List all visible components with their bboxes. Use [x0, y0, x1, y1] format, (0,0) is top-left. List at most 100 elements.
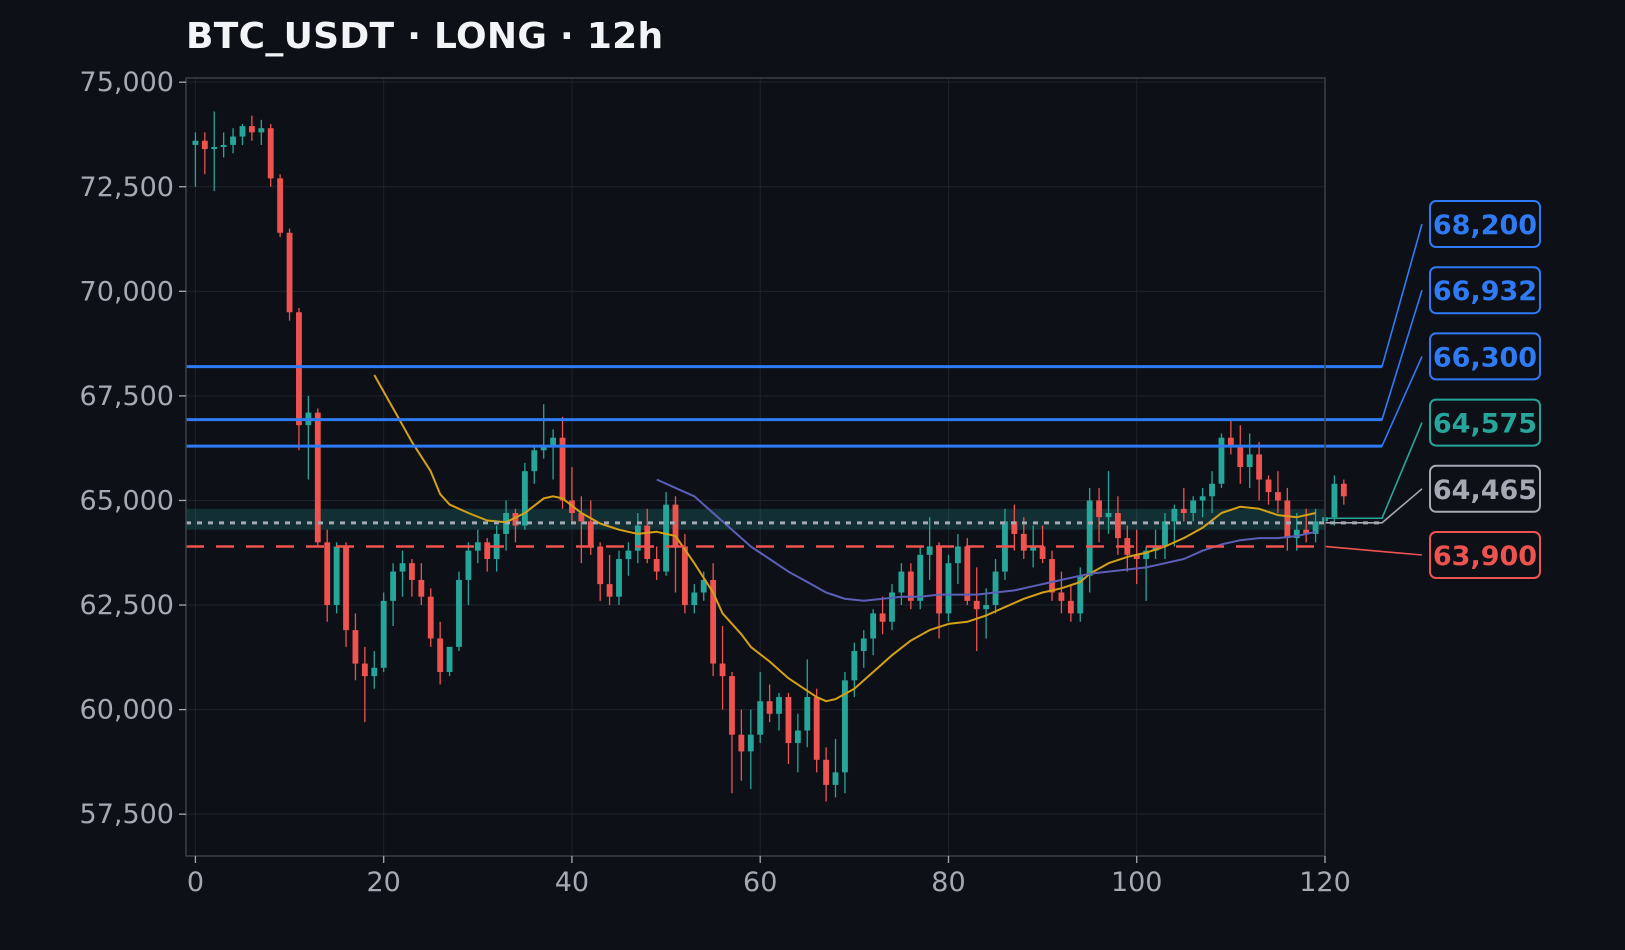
candle-body — [597, 546, 604, 585]
candle-body — [776, 697, 782, 714]
candle-body — [785, 697, 792, 744]
level-label: 68,200 — [1433, 210, 1537, 241]
candle-body — [700, 579, 707, 593]
candle-body — [371, 667, 378, 677]
level-label-box — [1429, 464, 1541, 513]
y-tick-label: 65,000 — [80, 485, 174, 516]
candle-body — [616, 559, 622, 597]
candle-body — [907, 571, 914, 601]
candle-body — [456, 579, 462, 647]
candle-body — [936, 546, 942, 614]
level-label-box — [1429, 332, 1541, 381]
candle-body — [1039, 546, 1046, 560]
candle-body — [427, 596, 434, 639]
level-connector — [1325, 223, 1423, 368]
axes: 57,500 60,000 62,500 65,000 67,500 70,000 72,5… — [80, 67, 1351, 898]
candle-body — [578, 513, 585, 522]
candle-body — [1114, 513, 1121, 539]
level-label-box — [1429, 398, 1541, 447]
level-label: 64,575 — [1433, 409, 1537, 440]
candle-body — [418, 579, 425, 597]
level-label-box — [1429, 200, 1541, 248]
candle-body — [437, 638, 444, 672]
candle-body — [832, 772, 839, 785]
candle-body — [634, 525, 641, 551]
candle-body — [1180, 508, 1187, 514]
candle-body — [663, 504, 669, 572]
candle-body — [813, 697, 820, 760]
candle-body — [681, 546, 688, 606]
candle-body — [1067, 600, 1074, 614]
level-labels: 68,200 66,932 66,300 64,575 64,465 63,900 — [1429, 200, 1541, 579]
candle-body — [691, 592, 698, 606]
candle-body — [361, 663, 368, 677]
entry-zone — [186, 508, 1325, 530]
candle-body — [1209, 483, 1215, 497]
candle-body — [201, 140, 208, 150]
level-connector — [1325, 488, 1423, 524]
candle-body — [1020, 533, 1027, 551]
candle-body — [738, 734, 745, 752]
level-connector — [1325, 422, 1423, 520]
plot-frame — [185, 77, 1326, 857]
candle-body — [192, 140, 199, 145]
candle-body — [540, 446, 547, 451]
candle-body — [860, 638, 867, 652]
candle-body — [314, 412, 321, 543]
candle-body — [1199, 496, 1206, 501]
y-tick-label: 60,000 — [80, 695, 174, 726]
candle-body — [296, 312, 302, 426]
candle-body — [625, 550, 632, 560]
candle-body — [333, 546, 340, 606]
x-tick-label: 80 — [931, 867, 965, 898]
level-label-box — [1429, 531, 1541, 579]
candle-body — [747, 734, 754, 752]
candle-body — [1340, 483, 1347, 497]
candle-body — [842, 680, 848, 773]
candle-body — [1284, 500, 1291, 539]
candle-body — [889, 592, 895, 622]
x-tick-label: 100 — [1111, 867, 1163, 898]
candle-body — [220, 144, 227, 148]
entry-zone-band — [186, 508, 1325, 530]
candle-body — [1162, 521, 1168, 547]
candle-body — [474, 542, 481, 551]
ma-slow-line — [656, 478, 1316, 602]
candle-body — [324, 542, 331, 606]
candle-body — [879, 613, 886, 622]
candle-body — [653, 559, 660, 572]
candle-body — [1331, 483, 1338, 518]
level-label: 66,932 — [1433, 276, 1537, 307]
candle-body — [408, 563, 415, 580]
candle-body — [644, 525, 651, 560]
candle-body — [1218, 437, 1225, 484]
candle-body — [559, 437, 566, 501]
candle-body — [390, 571, 397, 601]
y-tick-label: 75,000 — [80, 67, 174, 98]
level-label: 66,300 — [1433, 342, 1537, 373]
moving-averages — [373, 374, 1316, 703]
candle-body — [1312, 521, 1319, 534]
candle-body — [1011, 521, 1018, 534]
candle-body — [531, 450, 538, 472]
candle-body — [1171, 508, 1178, 522]
candle-body — [804, 697, 811, 731]
candle-body — [794, 730, 801, 744]
ma-fast-line — [373, 374, 1316, 703]
candle-body — [1275, 492, 1281, 501]
candle-body — [1237, 446, 1244, 467]
level-label-box — [1429, 266, 1541, 315]
candle-body — [1077, 575, 1084, 614]
candle-body — [512, 513, 519, 526]
level-connector — [1325, 289, 1423, 421]
candle-body — [465, 550, 472, 580]
candle-body — [992, 571, 999, 606]
candle-body — [1227, 437, 1234, 447]
x-tick-label: 20 — [366, 867, 400, 898]
candle-body — [267, 128, 274, 179]
candle-body — [550, 437, 557, 447]
grid — [186, 78, 1326, 856]
candle-body — [973, 600, 980, 610]
candle-body — [1058, 592, 1065, 601]
